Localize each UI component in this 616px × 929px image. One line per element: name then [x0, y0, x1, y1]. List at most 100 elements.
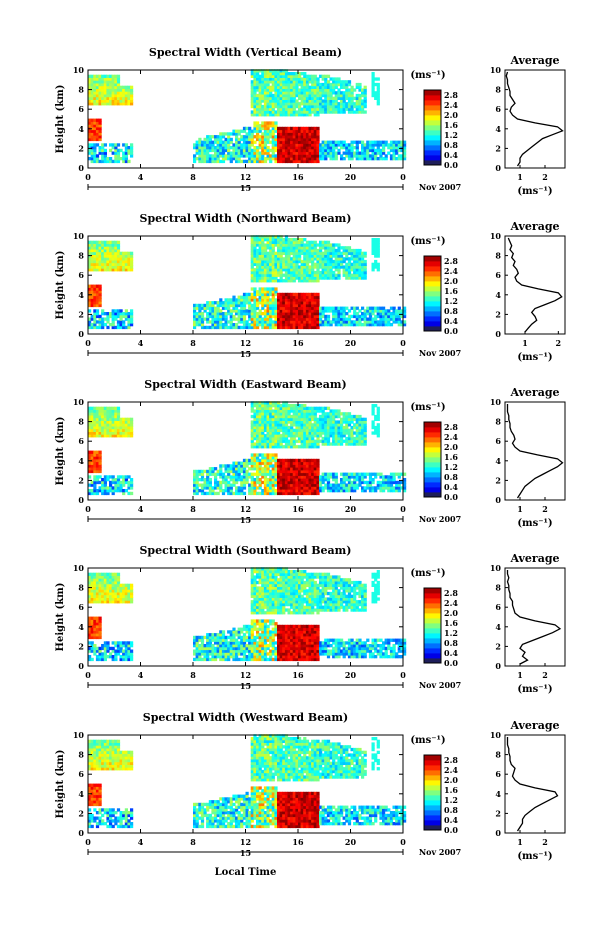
- heatmap-cell: [353, 257, 357, 261]
- heatmap-cell: [124, 154, 128, 158]
- heatmap-cell: [358, 259, 362, 264]
- heatmap-cell: [266, 154, 270, 158]
- heatmap-cell: [292, 404, 296, 408]
- heatmap-cell: [298, 469, 302, 474]
- heatmap-cell: [303, 323, 307, 327]
- heatmap-cell: [124, 259, 128, 264]
- heatmap-cell: [195, 323, 199, 327]
- heatmap-cell: [287, 472, 291, 476]
- heatmap-cell: [392, 140, 396, 144]
- heatmap-cell: [256, 151, 260, 155]
- heatmap-cell: [130, 312, 134, 316]
- heatmap-cell: [332, 472, 336, 476]
- heatmap-cell: [271, 132, 275, 136]
- y-tick-label: 8: [78, 251, 84, 261]
- heatmap-cell: [324, 486, 328, 490]
- heatmap-cell: [282, 314, 286, 319]
- heatmap-cell: [282, 428, 286, 432]
- heatmap-cell: [90, 157, 94, 161]
- heatmap-cell: [263, 434, 268, 438]
- heatmap-cell: [261, 262, 265, 266]
- heatmap-cell: [90, 126, 94, 131]
- heatmap-cell: [300, 442, 304, 446]
- avg-x-tick-label: 2: [556, 338, 562, 348]
- heatmap-cell: [347, 259, 352, 264]
- heatmap-cell: [193, 475, 197, 479]
- heatmap-cell: [313, 317, 317, 321]
- heatmap-cell: [279, 238, 283, 242]
- heatmap-cell: [284, 235, 289, 239]
- panel-1: Spectral Width (Vertical Beam)Height (km…: [55, 46, 566, 197]
- heatmap-cell: [242, 320, 247, 324]
- heatmap-cell: [287, 464, 291, 468]
- heatmap-cell: [240, 480, 244, 485]
- heatmap-cell: [279, 434, 283, 438]
- heatmap-cell: [300, 88, 304, 92]
- heatmap-cell: [298, 412, 302, 416]
- heatmap-cell: [324, 306, 328, 310]
- heatmap-cell: [240, 309, 244, 313]
- heatmap-cell: [295, 273, 299, 277]
- heatmap-cell: [263, 489, 268, 493]
- heatmap-cell: [203, 143, 207, 147]
- heatmap-cell: [269, 478, 273, 482]
- heatmap-cell: [313, 309, 317, 313]
- heatmap-cell: [248, 146, 252, 150]
- heatmap-cell: [284, 320, 289, 324]
- heatmap-cell: [95, 259, 100, 264]
- heatmap-cell: [266, 312, 270, 316]
- heatmap-cell: [256, 431, 260, 435]
- heatmap-cell: [269, 464, 273, 468]
- heatmap-cell: [245, 472, 249, 476]
- heatmap-cell: [119, 486, 123, 490]
- heatmap-cell: [287, 240, 291, 244]
- heatmap-cell: [248, 483, 252, 487]
- heatmap-cell: [313, 137, 317, 142]
- heatmap-cell: [300, 262, 304, 266]
- colorbar-swatch: [424, 130, 441, 136]
- heatmap-cell: [263, 99, 268, 103]
- heatmap-cell: [361, 93, 365, 98]
- heatmap-cell: [248, 314, 252, 319]
- heatmap-cell: [337, 102, 341, 106]
- heatmap-cell: [211, 303, 215, 308]
- heatmap-cell: [266, 309, 270, 313]
- heatmap-cell: [258, 287, 262, 291]
- heatmap-cell: [287, 323, 291, 327]
- heatmap-cell: [319, 148, 323, 153]
- heatmap-cell: [211, 157, 215, 161]
- heatmap-cell: [345, 475, 349, 479]
- heatmap-cell: [334, 409, 338, 413]
- heatmap-cell: [313, 243, 317, 247]
- heatmap-cell: [340, 436, 344, 441]
- heatmap-cell: [93, 489, 97, 493]
- heatmap-cell: [358, 96, 362, 100]
- x-tick-label: 0: [85, 172, 91, 182]
- heatmap-cell: [250, 409, 254, 413]
- heatmap-cell: [261, 458, 265, 463]
- heatmap-cell: [300, 445, 304, 449]
- heatmap-cell: [282, 80, 286, 84]
- heatmap-cell: [93, 132, 97, 136]
- heatmap-cell: [263, 104, 268, 109]
- heatmap-cell: [329, 273, 333, 277]
- heatmap-cell: [295, 461, 299, 465]
- heatmap-cell: [329, 85, 333, 89]
- heatmap-cell: [292, 251, 296, 255]
- heatmap-cell: [316, 151, 320, 155]
- heatmap-cell: [355, 270, 359, 275]
- heatmap-cell: [374, 140, 378, 144]
- heatmap-cell: [263, 401, 268, 405]
- heatmap-cell: [295, 254, 299, 258]
- heatmap-cell: [295, 475, 299, 479]
- heatmap-cell: [242, 146, 247, 150]
- heatmap-cell: [256, 137, 260, 142]
- heatmap-cell: [353, 104, 357, 109]
- heatmap-cell: [321, 306, 325, 310]
- heatmap-cell: [93, 486, 97, 490]
- heatmap-cell: [90, 434, 94, 438]
- heatmap-cell: [277, 93, 281, 98]
- heatmap-cell: [242, 491, 247, 496]
- heatmap-cell: [211, 154, 215, 158]
- heatmap-cell: [103, 254, 107, 258]
